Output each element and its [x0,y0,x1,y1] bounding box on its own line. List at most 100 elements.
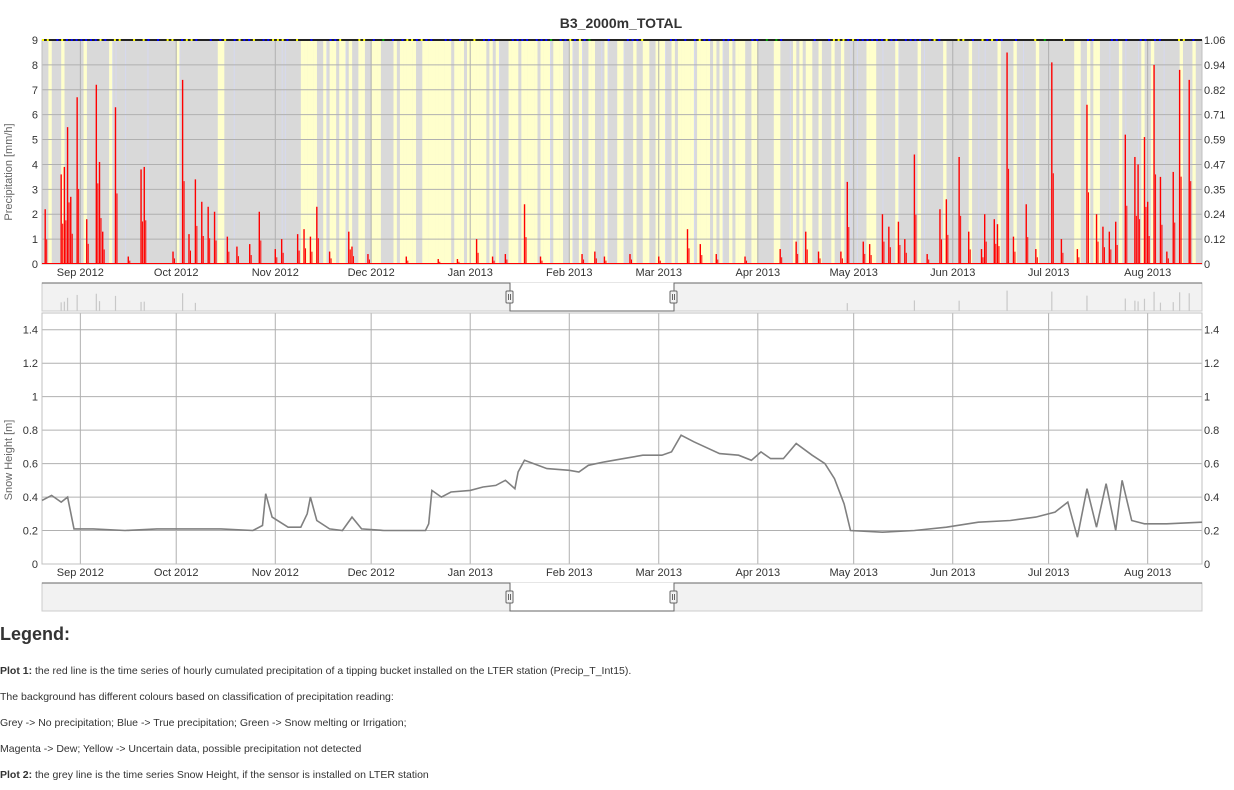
background-yellow-band [690,40,695,264]
background-yellow-band [393,40,397,264]
classification-mark [85,39,88,41]
classification-mark [732,39,735,41]
background-blue-band [572,40,574,264]
background-yellow-band [1035,40,1040,264]
background-blue-band [722,40,724,264]
background-yellow-band [681,40,685,264]
background-blue-band [923,40,925,264]
x-tick-label: Aug 2013 [1124,267,1171,279]
classification-mark [267,39,270,41]
background-yellow-band [313,40,317,264]
background-yellow-band [735,40,739,264]
classification-mark [521,39,524,41]
x-tick-label: May 2013 [830,267,878,279]
background-blue-band [1138,40,1140,264]
background-yellow-band [655,40,659,264]
y-tick-label: 2 [32,209,38,221]
legend-plot2-text: the grey line is the time series Snow He… [32,769,429,781]
classification-mark [492,39,495,41]
classification-mark [1139,39,1142,41]
navigator-left-handle[interactable] [505,590,514,604]
background-blue-band [179,40,181,264]
background-blue-band [1023,40,1025,264]
classification-mark [569,39,572,41]
classification-mark [104,39,107,41]
y2-tick-label: 1 [1204,392,1210,404]
classification-mark [861,39,864,41]
precipitation-y-label: Precipitation [mm/h] [3,123,15,220]
classification-mark [252,39,255,41]
classification-mark [856,39,859,41]
classification-mark [708,39,711,41]
classification-mark [813,39,816,41]
background-blue-band [125,40,127,264]
background-yellow-band [1179,40,1183,264]
classification-mark [382,39,385,41]
navigator-outline [42,282,1202,312]
classification-mark [147,39,150,41]
classification-mark [444,39,447,41]
classification-mark [722,39,725,41]
classification-mark [866,39,869,41]
x-tick-label: Aug 2013 [1124,567,1171,579]
classification-mark [1034,39,1037,41]
navigator-mini-series [60,290,1190,311]
y2-tick-label: 0.82 [1204,85,1225,97]
navigator-left-handle[interactable] [505,290,514,304]
legend-plot1-text: the red line is the time series of hourl… [32,665,632,677]
x-tick-label: Nov 2012 [252,267,299,279]
background-yellow-band [588,40,592,264]
classification-mark [233,39,236,41]
background-blue-band [147,40,149,264]
classification-mark [1178,39,1181,41]
background-yellow-band [348,40,353,264]
snow-navigator[interactable] [41,582,1203,612]
background-yellow-band [546,40,551,264]
navigator-right-handle[interactable] [669,590,678,604]
background-yellow-band [482,40,487,264]
classification-mark [238,39,241,41]
classification-mark [99,39,102,41]
snow-y2-ticks: 0 0.2 0.4 0.6 0.8 1 1.2 1.4 [1204,325,1219,571]
classification-mark [535,39,538,41]
x-tick-label: Jul 2013 [1028,567,1070,579]
y2-tick-label: 0.94 [1204,60,1225,72]
background-yellow-band [339,40,343,264]
navigator-window[interactable] [510,283,674,311]
background-blue-band [550,40,552,264]
classification-mark [166,39,169,41]
background-yellow-band [412,40,417,264]
classification-mark [195,39,198,41]
classification-mark [1000,39,1003,41]
background-yellow-band [968,40,973,264]
background-blue-band [789,40,791,264]
classification-mark [550,39,553,41]
snow-height-plot: 0 0.2 0.4 0.6 0.8 1 1.2 1.4 0 0.2 0.4 0.6 0.8 1 1.2 1.… [3,312,1219,579]
classification-mark [1154,39,1157,41]
classification-mark [751,39,754,41]
classification-mark [578,39,581,41]
background-blue-band [281,40,283,264]
background-yellow-band [706,40,711,264]
background-yellow-band [591,40,595,264]
legend-colors-1: Grey -> No precipitation; Blue -> True p… [0,717,407,729]
x-tick-label: Jan 2013 [448,267,493,279]
background-yellow-band [371,40,375,264]
background-yellow-band [642,40,647,264]
background-yellow-band [530,40,535,264]
background-yellow-band [467,40,471,264]
x-tick-label: Dec 2012 [348,567,395,579]
navigator-right-handle[interactable] [669,290,678,304]
classification-mark [224,39,227,41]
classification-mark [828,39,831,41]
navigator-window[interactable] [510,583,674,611]
x-tick-label: May 2013 [830,567,878,579]
y2-tick-label: 0.47 [1204,159,1225,171]
classification-mark [703,39,706,41]
classification-mark [1158,39,1161,41]
x-tick-label: Mar 2013 [636,567,682,579]
background-yellow-band [358,40,362,264]
background-yellow-band [409,40,413,264]
classification-mark [281,39,284,41]
precipitation-navigator[interactable] [41,282,1203,312]
